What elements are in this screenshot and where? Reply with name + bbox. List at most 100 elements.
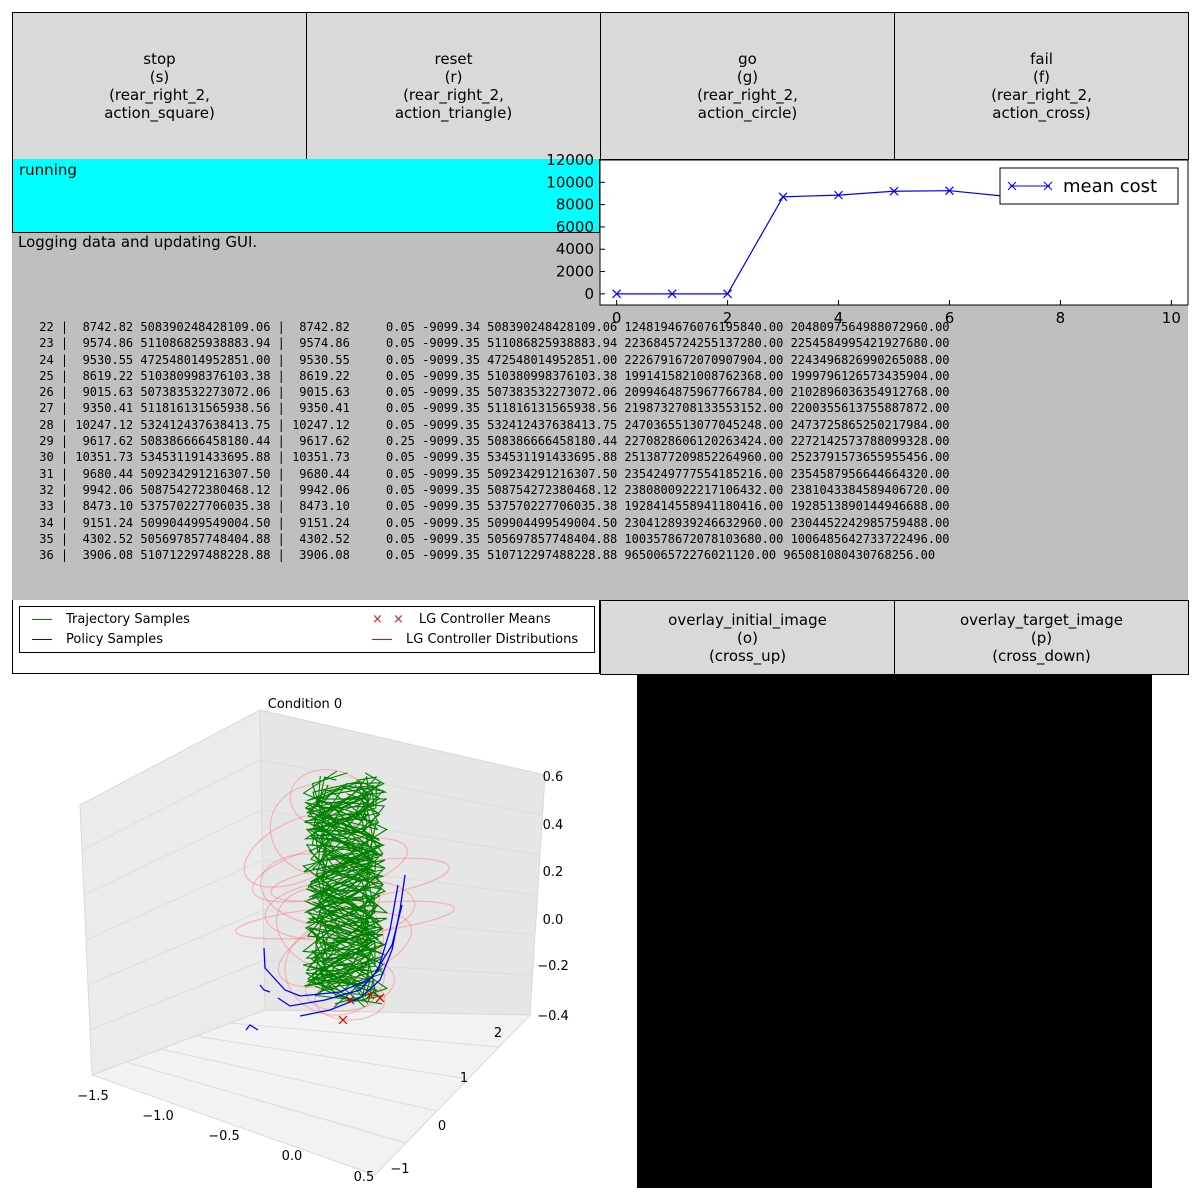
legend-label: Trajectory Samples — [66, 612, 190, 627]
log-row: 23 | 9574.86 511086825938883.94 | 9574.8… — [32, 336, 950, 351]
grid-line — [85, 859, 263, 941]
log-row: 35 | 4302.52 505697857748404.88 | 4302.5… — [32, 531, 950, 546]
y-tick-label: 4000 — [556, 240, 594, 258]
plot-legend: Trajectory Samples Policy Samples × × LG… — [19, 606, 595, 653]
grid-line — [264, 959, 533, 976]
z-tick-label: 0.6 — [543, 770, 564, 785]
y-tick-label: 0 — [438, 1119, 446, 1134]
y-tick-label: 1 — [460, 1071, 468, 1086]
x-tick-label: 0.0 — [282, 1149, 303, 1164]
floor-pane — [90, 1009, 532, 1176]
y-tick-label: 0 — [584, 285, 594, 303]
policy-sample — [277, 884, 399, 1007]
x-tick-label: 0 — [612, 309, 622, 327]
plot-title: Condition 0 — [268, 697, 342, 712]
button-label-line: (rear_right_2, — [697, 86, 798, 104]
status-text: running — [19, 161, 77, 179]
y-tick-label: 2000 — [556, 263, 594, 281]
z-tick-label: 0.0 — [543, 913, 564, 928]
x-tick-label: −1.0 — [142, 1109, 174, 1124]
z-tick-label: 0.4 — [543, 818, 564, 833]
legend-panel: Trajectory Samples Policy Samples × × LG… — [12, 600, 600, 674]
y-tick-label: 6000 — [556, 218, 594, 236]
y-tick-label: 8000 — [556, 196, 594, 214]
trajectory-sample — [304, 785, 385, 1005]
button-label-line: (cross_down) — [992, 646, 1091, 665]
data-point — [945, 186, 954, 196]
overlay-initial-image-button[interactable]: overlay_initial_image (o) (cross_up) — [600, 600, 895, 675]
log-table: 22 | 8742.82 508390248428109.06 | 8742.8… — [32, 319, 950, 563]
cost-legend-marker — [1007, 181, 1017, 191]
legend-label: Policy Samples — [66, 632, 164, 647]
legend-label: LG Controller Distributions — [406, 632, 579, 647]
button-label-line: action_cross) — [992, 104, 1091, 122]
log-row: 31 | 9680.44 509234291216307.50 | 9680.4… — [32, 466, 950, 481]
controller-mean — [338, 1015, 348, 1025]
policy-line-icon — [32, 639, 52, 640]
legend-label: LG Controller Means — [418, 612, 551, 627]
button-label-line: (rear_right_2, — [403, 86, 504, 104]
button-label-line: (cross_up) — [708, 646, 787, 665]
log-row: 33 | 8473.10 537570227706035.38 | 8473.1… — [32, 499, 950, 514]
overlay-target-image-button[interactable]: overlay_target_image (p) (cross_down) — [894, 600, 1189, 675]
trajectory-sample — [303, 772, 388, 992]
fail-button[interactable]: fail (f) (rear_right_2, action_cross) — [894, 12, 1189, 160]
x-tick-label: 6 — [945, 309, 955, 327]
x-tick-label: 4 — [834, 309, 844, 327]
distribution-line-icon — [372, 639, 392, 640]
trajectory-line-icon — [32, 619, 52, 620]
log-row: 25 | 8619.22 510380998376103.38 | 8619.2… — [32, 368, 950, 383]
data-point — [889, 186, 899, 196]
controller-distribution — [243, 812, 357, 888]
policy-sample — [245, 1024, 259, 1031]
stop-button[interactable]: stop (s) (rear_right_2, action_square) — [12, 12, 307, 160]
status-indicator: running — [12, 159, 600, 233]
grid-line — [262, 859, 538, 896]
log-row: 26 | 9015.63 507383532273072.06 | 9015.6… — [32, 385, 950, 400]
controller-mean — [375, 993, 385, 1003]
trajectory-3d-plot: Condition 0 −1.5 −1.0 −0.5 0.0 0.5 −1 0 1 2 −0.4 −0… — [77, 697, 569, 1185]
button-label-line: action_square) — [104, 104, 215, 122]
button-label-line: fail — [1030, 50, 1053, 68]
image-display — [637, 674, 1152, 1188]
log-row: 22 | 8742.82 508390248428109.06 | 8742.8… — [32, 320, 950, 334]
policy-sample — [299, 874, 406, 1017]
grid-line — [89, 959, 265, 1031]
trajectory-sample — [304, 780, 387, 1002]
go-button[interactable]: go (g) (rear_right_2, action_circle) — [600, 12, 895, 160]
button-label-line: (rear_right_2, — [109, 86, 210, 104]
x-marker-icon: × × — [372, 612, 407, 627]
data-point — [778, 192, 788, 202]
button-label-line: (r) — [444, 68, 463, 86]
button-label-line: action_triangle) — [394, 104, 513, 122]
button-label-line: go — [738, 50, 757, 68]
button-label-line: overlay_target_image — [959, 610, 1123, 629]
legend-controller-means: × × LG Controller Means — [372, 612, 551, 627]
data-point — [612, 289, 622, 299]
controller-mean — [365, 990, 375, 1000]
y-tick-label: 2 — [494, 1026, 502, 1041]
reset-button[interactable]: reset (r) (rear_right_2, action_triangle) — [306, 12, 601, 160]
data-point — [667, 289, 677, 299]
button-label-line: stop — [143, 50, 176, 68]
grid-line — [230, 1022, 500, 1048]
log-row: 28 | 10247.12 532412437638413.75 | 10247… — [32, 417, 950, 432]
button-label-line: overlay_initial_image — [668, 610, 827, 629]
mean-cost-plot: 0 2000 4000 6000 8000 10000 12000 0 2 4 6 8 10 mean c… — [546, 151, 1189, 327]
legend-policy-samples: Policy Samples — [32, 632, 163, 647]
log-row: 24 | 9530.55 472548014952851.00 | 9530.5… — [32, 352, 950, 367]
cost-legend-label: mean cost — [1063, 176, 1157, 197]
policy-sample — [259, 984, 271, 993]
cost-legend-marker — [1043, 181, 1053, 191]
y-tick-label: 12000 — [546, 151, 594, 169]
x-tick-label: 0.5 — [354, 1170, 375, 1185]
y-tick-label: −1 — [390, 1162, 409, 1177]
z-tick-label: 0.2 — [543, 865, 564, 880]
log-row: 36 | 3906.08 510712297488228.88 | 3906.0… — [32, 548, 936, 563]
log-row: 32 | 9942.06 508754272380468.12 | 9942.0… — [32, 482, 950, 497]
button-label-line: (f) — [1033, 68, 1050, 86]
log-row: 34 | 9151.24 509904499549004.50 | 9151.2… — [32, 515, 950, 530]
grid-line — [261, 809, 541, 856]
grid-line — [83, 809, 262, 896]
data-point — [834, 190, 843, 200]
